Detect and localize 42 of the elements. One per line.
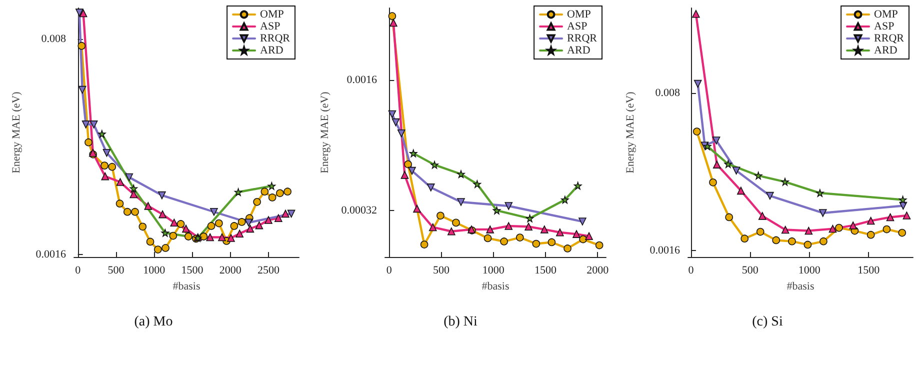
legend-label: OMP (260, 8, 284, 20)
x-tick-label: 1000 (482, 264, 505, 276)
legend-label: ASP (874, 20, 894, 32)
y-axis-title: Energy MAE (eV) (624, 91, 636, 174)
legend-label: OMP (567, 8, 591, 20)
x-tick-label: 0 (75, 264, 82, 276)
y-axis-title: Energy MAE (eV) (10, 91, 22, 174)
y-tick-label: 0.0016 (36, 248, 66, 260)
x-tick-label: 1500 (534, 264, 558, 276)
legend-label: ASP (260, 20, 280, 32)
text: (a) Mo (134, 314, 173, 330)
x-tick-label: 500 (108, 264, 125, 276)
x-tick-label: 0 (688, 264, 694, 276)
x-tick-label: 2000 (219, 264, 242, 276)
legend-label: ARD (260, 44, 284, 56)
legend-label: RRQR (260, 32, 291, 44)
legend-label: ASP (567, 20, 588, 32)
x-tick-label: 1500 (858, 264, 880, 276)
x-tick-label: 1000 (143, 264, 166, 276)
x-tick-label: 1500 (181, 264, 204, 276)
legend-label: RRQR (874, 32, 905, 44)
y-tick-label: 0.0016 (650, 244, 680, 257)
legend-label: OMP (874, 8, 898, 20)
x-axis-title: #basis (786, 280, 814, 292)
text: (b) Ni (444, 314, 478, 330)
x-tick-label: 500 (742, 264, 759, 276)
x-tick-label: 0 (386, 264, 392, 276)
x-tick-label: 2500 (257, 264, 280, 276)
x-tick-label: 1000 (798, 264, 821, 276)
legend-label: ARD (874, 44, 898, 56)
y-axis-title: Energy MAE (eV) (318, 91, 331, 174)
legend-label: ARD (567, 44, 590, 56)
x-axis-title: #basis (482, 280, 510, 292)
text: (c) Si (752, 314, 783, 330)
y-tick-label: 0.00032 (341, 204, 377, 216)
x-axis-title: #basis (172, 280, 200, 292)
y-tick-label: 0.008 (41, 33, 66, 46)
x-tick-label: 500 (433, 264, 450, 276)
x-tick-label: 2000 (586, 264, 610, 276)
y-tick-label: 0.0016 (346, 74, 378, 86)
y-tick-label: 0.008 (655, 86, 680, 99)
legend-label: RRQR (567, 32, 598, 44)
